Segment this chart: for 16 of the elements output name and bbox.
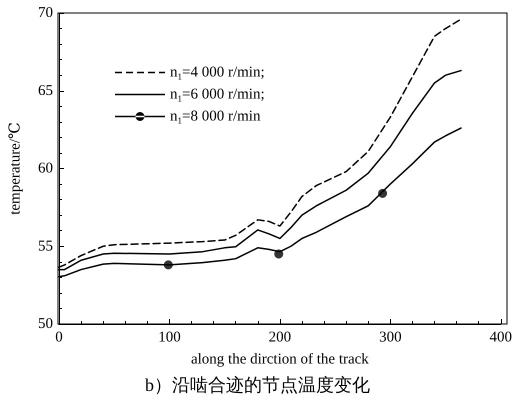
point: [378, 188, 388, 198]
y-axis-title: temperature/℃: [8, 122, 24, 215]
x-tick-label: 300: [379, 330, 402, 346]
x-tick-label: 400: [490, 330, 512, 346]
y-tick-label: 50: [38, 316, 53, 332]
point: [164, 260, 173, 270]
x-axis-title: along the dirction of the track: [190, 352, 370, 368]
y-tick-label: 70: [38, 5, 53, 21]
x-tick-label: 200: [268, 330, 292, 346]
x-tick-label: 100: [158, 330, 181, 346]
y-tick-label: 65: [38, 82, 53, 99]
y-tick-label: 60: [38, 160, 53, 176]
text: b）沿啮合迹的节点温度变化: [145, 375, 370, 395]
y-tick-label: 55: [38, 238, 53, 254]
x-tick-label: 0: [55, 330, 63, 346]
point: [274, 250, 284, 259]
